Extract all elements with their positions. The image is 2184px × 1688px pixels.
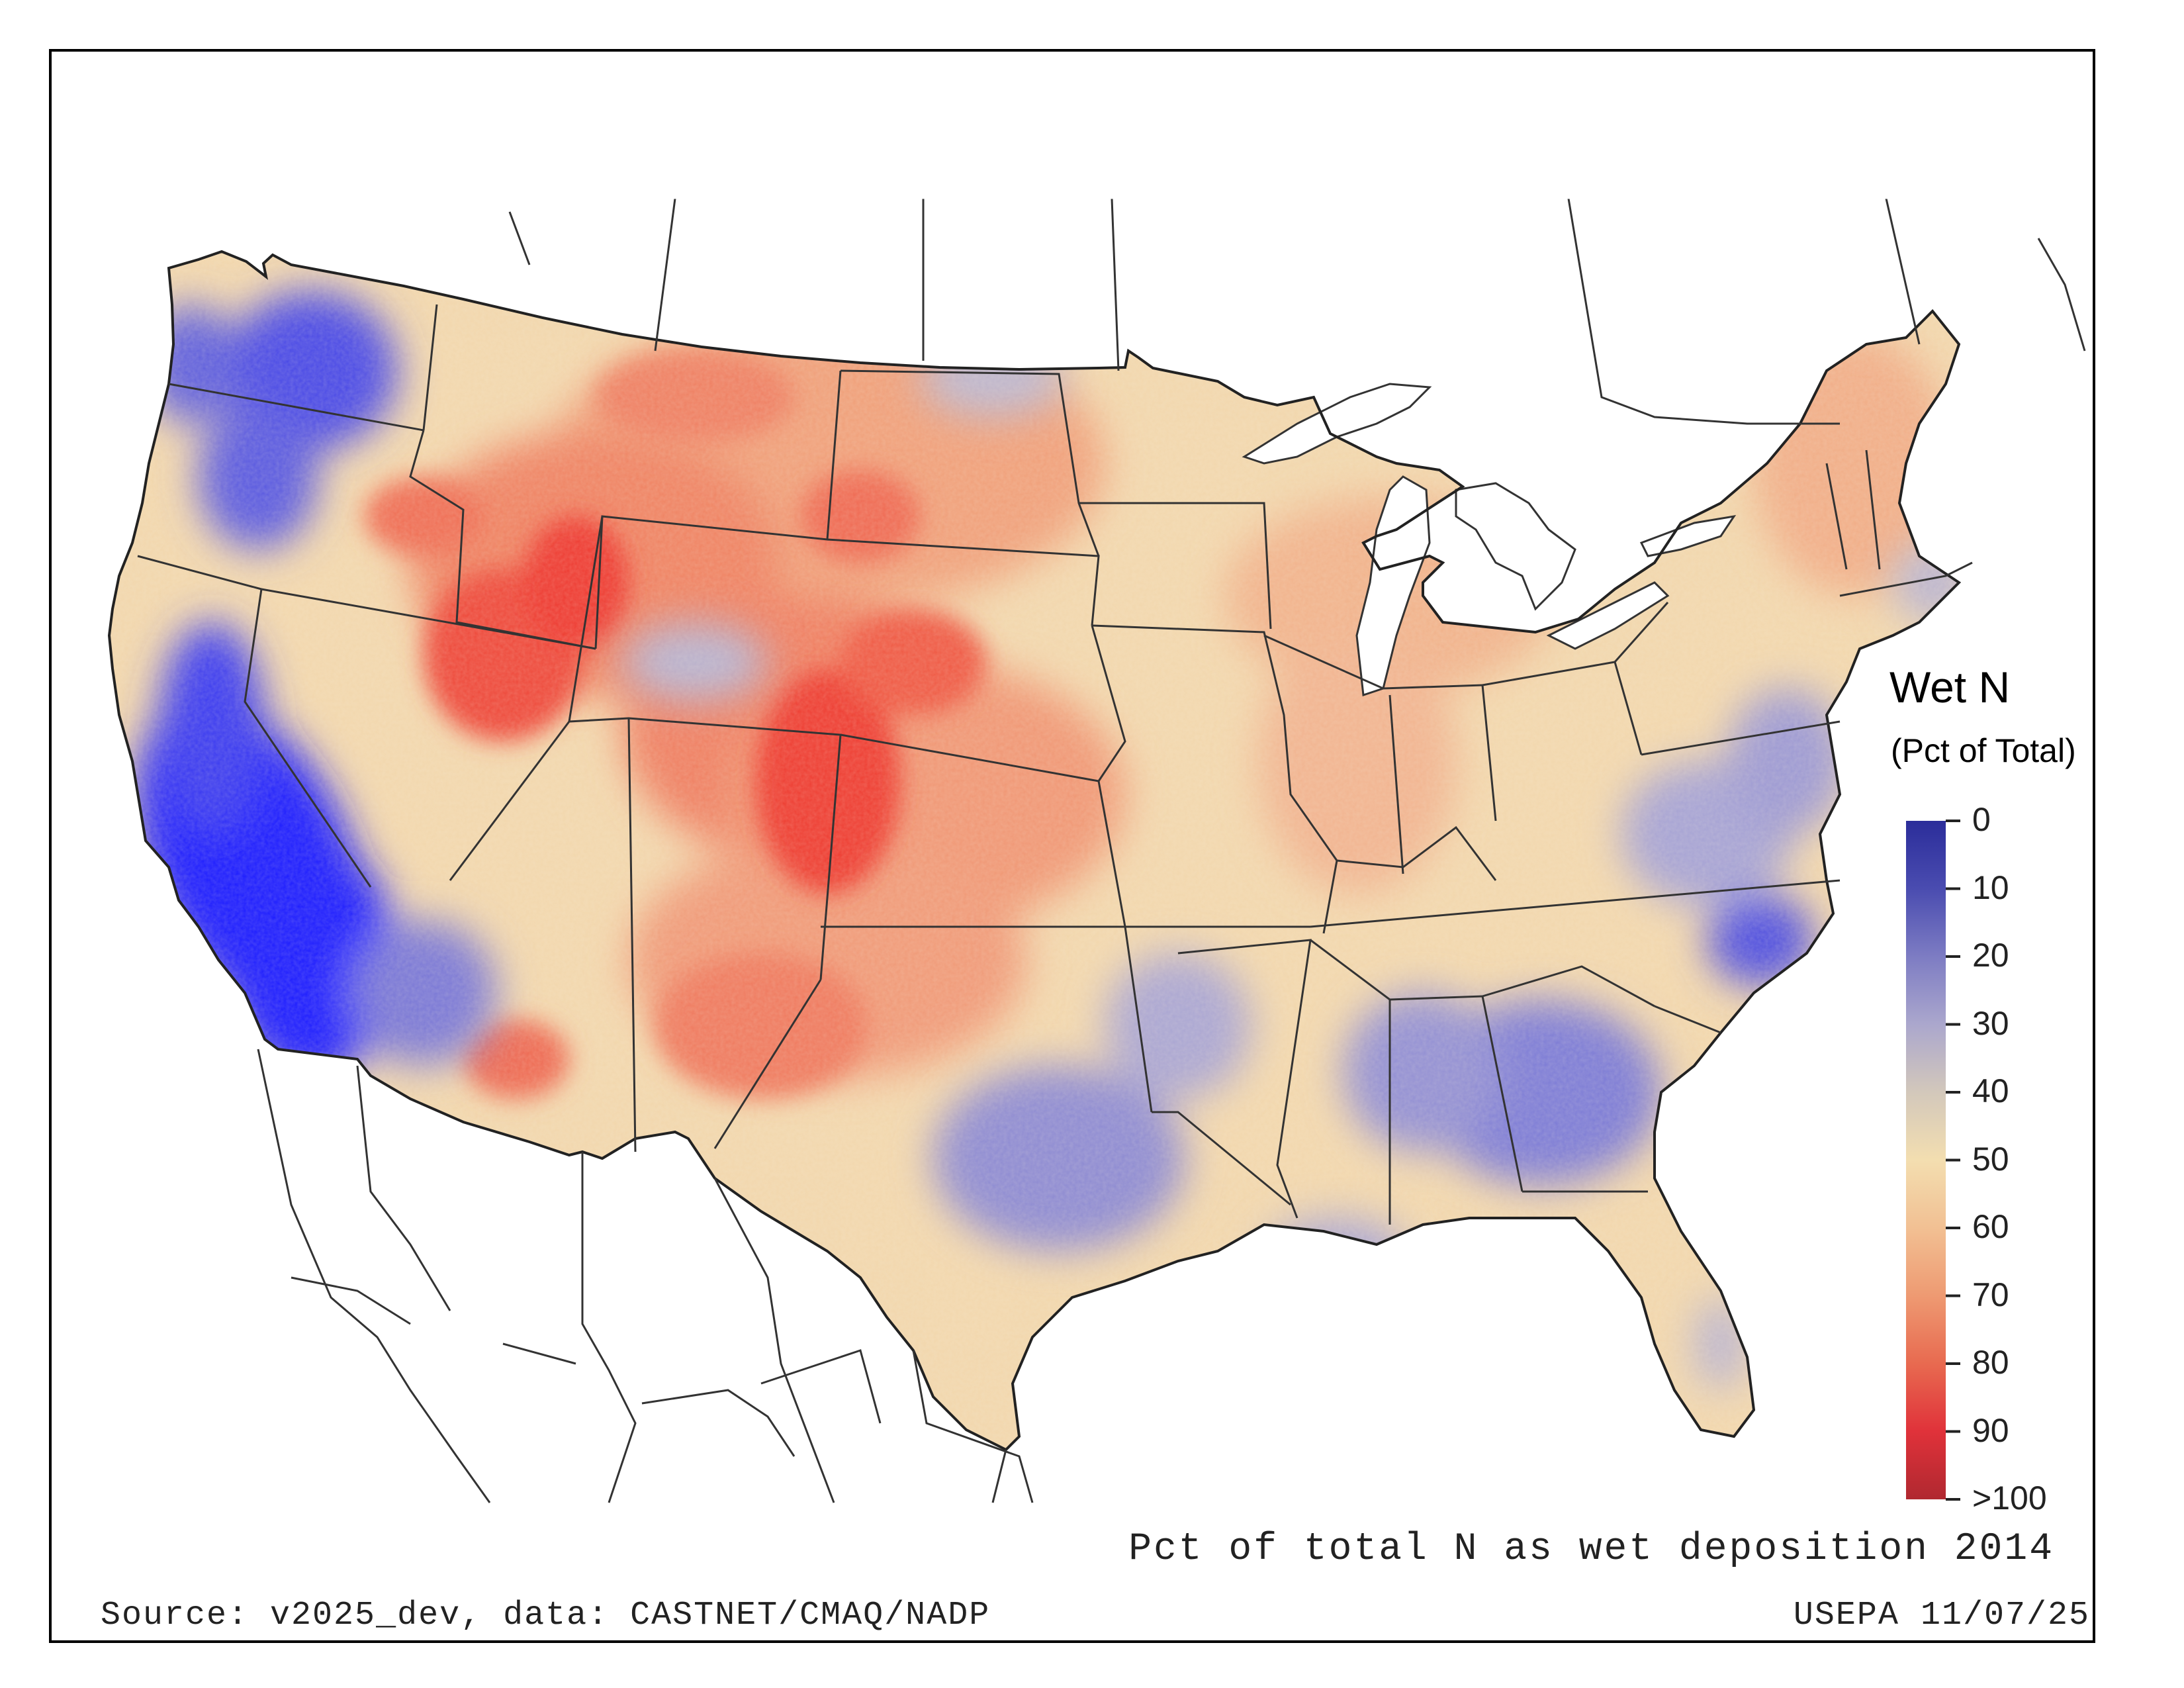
legend-tick-label: 90 xyxy=(1972,1411,2009,1449)
legend-tick-label: 30 xyxy=(1972,1004,2009,1042)
legend-tick-label: >100 xyxy=(1972,1479,2047,1517)
legend-tick-label: 70 xyxy=(1972,1276,2009,1313)
legend-title: Wet N xyxy=(1889,663,2011,712)
legend-tick-label: 20 xyxy=(1972,937,2009,974)
legend-tick-label: 10 xyxy=(1972,868,2009,906)
legend-tick-label: 0 xyxy=(1972,801,1991,838)
source-credit: Source: v2025_dev, data: CASTNET/CMAQ/NA… xyxy=(101,1597,991,1634)
state-boundaries xyxy=(108,250,1973,1451)
legend-tick-label: 80 xyxy=(1972,1344,2009,1381)
legend-tick-label: 50 xyxy=(1972,1140,2009,1178)
agency-date: USEPA 11/07/25 xyxy=(1793,1597,2090,1634)
legend-colorbar xyxy=(1906,820,1960,1501)
legend-subtitle: (Pct of Total) xyxy=(1891,732,2076,769)
legend-tick-label: 40 xyxy=(1972,1072,2009,1109)
great-lakes xyxy=(1242,383,1737,697)
legend-tick-label: 60 xyxy=(1972,1208,2009,1245)
map-title: Pct of total N as wet deposition 2014 xyxy=(1128,1528,2054,1571)
map-frame xyxy=(49,49,2095,1643)
heatmap-layer xyxy=(109,252,1959,1450)
neighbor-boundaries xyxy=(257,198,2086,1503)
